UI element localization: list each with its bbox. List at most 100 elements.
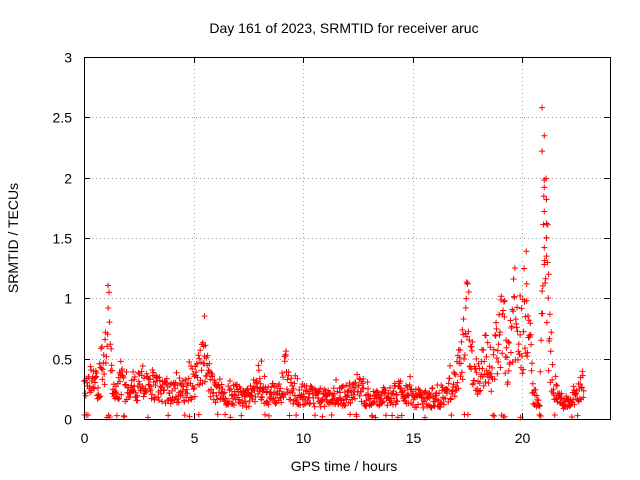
data-point [363,403,370,410]
data-point [436,390,443,397]
data-point [479,365,486,372]
data-point [194,374,201,381]
data-point [130,368,137,375]
x-tick-label: 0 [81,430,89,446]
data-point [500,307,507,314]
data-point [312,412,319,419]
data-point [281,358,288,365]
grid-lines [84,57,610,419]
data-point [285,369,292,376]
data-point [382,387,389,394]
data-point [118,391,125,398]
data-point [284,376,291,383]
data-point [198,367,205,374]
data-point [199,339,206,346]
data-point [173,369,180,376]
data-point [104,331,111,338]
data-point [402,394,409,401]
data-point [524,349,531,356]
y-axis-title: SRMTID / TECUs [5,183,21,293]
data-point [553,382,560,389]
data-point [397,378,404,385]
data-point [248,392,255,399]
data-point [349,396,356,403]
data-point [497,364,504,371]
data-point [350,391,357,398]
data-point [311,403,318,410]
data-point [143,388,150,395]
data-point [315,395,322,402]
data-point [379,399,386,406]
data-point [201,360,208,367]
data-point [117,358,124,365]
data-point [148,383,155,390]
data-point [191,385,198,392]
data-point [98,345,105,352]
data-point [229,400,236,407]
data-point [538,337,545,344]
data-point [464,333,471,340]
data-point [482,378,489,385]
data-point [312,386,319,393]
data-point [514,304,521,311]
data-point [292,398,299,405]
data-point [135,378,142,385]
data-point [181,412,188,419]
data-point [567,402,574,409]
data-point [333,376,340,383]
data-point [451,393,458,400]
data-point [99,376,106,383]
data-point [477,387,484,394]
data-point [539,310,546,317]
data-point [218,381,225,388]
data-point [317,385,324,392]
data-point [576,395,583,402]
y-tick-label: 0.5 [53,352,73,368]
data-point [406,381,413,388]
data-point [283,386,290,393]
data-point [488,388,495,395]
data-point [222,411,229,418]
data-point [481,371,488,378]
data-point [139,362,146,369]
data-point [461,352,468,359]
data-point [459,326,466,333]
data-point [123,369,130,376]
data-point [205,367,212,374]
data-point [545,367,552,374]
data-point [316,388,323,395]
data-point [523,248,530,255]
data-point [278,399,285,406]
data-point [571,401,578,408]
data-point [505,338,512,345]
data-point [96,360,103,367]
data-point [115,396,122,403]
data-point [150,369,157,376]
data-point [579,372,586,379]
data-point [279,369,286,376]
data-point [130,376,137,383]
data-point [547,348,554,355]
data-point [191,393,198,400]
data-point [210,389,217,396]
data-point [181,398,188,405]
data-point [508,323,515,330]
data-point [482,332,489,339]
data-point [201,353,208,360]
data-point [227,385,234,392]
data-point [256,375,263,382]
y-tick-label: 2.5 [53,110,73,126]
data-point [351,380,358,387]
data-point [444,386,451,393]
data-point [252,393,259,400]
data-point [469,338,476,345]
data-point [504,379,511,386]
data-point [549,361,556,368]
data-point [465,289,472,296]
data-point [518,305,525,312]
data-point [206,360,213,367]
data-point [196,355,203,362]
data-point [185,397,192,404]
data-point [511,294,518,301]
data-point [250,376,257,383]
